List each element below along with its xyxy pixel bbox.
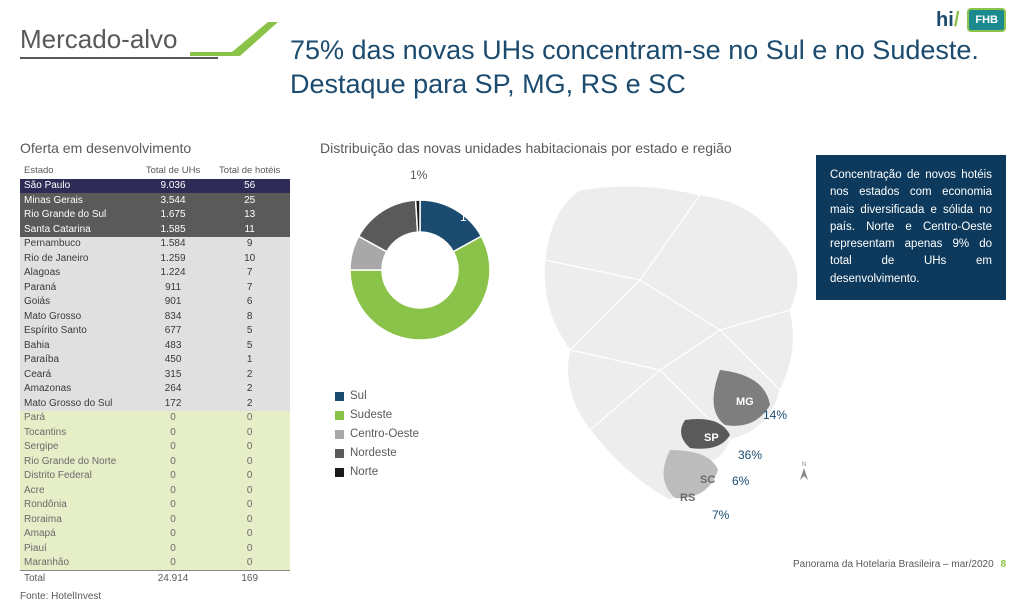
swoosh-decoration: [190, 18, 280, 58]
table-row: Sergipe00: [20, 440, 290, 455]
table-row: Ceará3152: [20, 367, 290, 382]
footer-text: Panorama da Hotelaria Brasileira – mar/2…: [793, 559, 994, 570]
table-row: Amazonas2642: [20, 382, 290, 397]
table-row: Goiás9016: [20, 295, 290, 310]
svg-text:N: N: [802, 462, 806, 468]
table-row: Tocantins00: [20, 425, 290, 440]
compass-icon: N: [794, 458, 814, 482]
insight-callout: Concentração de novos hotéis nos estados…: [816, 155, 1006, 300]
table-row: Minas Gerais3.54425: [20, 193, 290, 208]
table-row: Rio Grande do Norte00: [20, 454, 290, 469]
donut-slice-label: 8%: [326, 252, 343, 266]
map-state-label: MG: [736, 396, 754, 408]
map-pct-label: 14%: [763, 408, 787, 422]
table-row: Pará00: [20, 411, 290, 426]
table-source: Fonte: HotelInvest: [20, 590, 290, 603]
section-label: Mercado-alvo: [20, 24, 218, 59]
table-row: Rio de Janeiro1.25910: [20, 251, 290, 266]
table-row: Paraíba4501: [20, 353, 290, 368]
page-number: 8: [1000, 559, 1006, 570]
table-row: Amapá00: [20, 527, 290, 542]
table-row: São Paulo9.03656: [20, 179, 290, 194]
map-state-label: SC: [700, 474, 715, 486]
brand-logos: hi/ FHB: [936, 8, 1006, 32]
map-pct-label: 7%: [712, 508, 729, 522]
table-row: Distrito Federal00: [20, 469, 290, 484]
donut-legend: Sul Sudeste Centro-Oeste Nordeste Norte: [335, 390, 419, 485]
table-row: Maranhão00: [20, 556, 290, 571]
donut-slice-label: 17%: [460, 210, 484, 224]
donut-slice-label: 58%: [410, 348, 434, 362]
logo-hi: hi/: [936, 9, 959, 32]
donut-chart: 17%58%8%16%1%: [330, 180, 510, 360]
legend-item: Centro-Oeste: [335, 428, 419, 440]
donut-slice-label: 16%: [348, 198, 372, 212]
table-row: Alagoas1.2247: [20, 266, 290, 281]
table-row: Piauí00: [20, 541, 290, 556]
footer: Panorama da Hotelaria Brasileira – mar/2…: [793, 559, 1006, 570]
uhs-table: EstadoTotal de UHsTotal de hotéis São Pa…: [20, 164, 290, 603]
headline: 75% das novas UHs concentram-se no Sul e…: [290, 34, 990, 102]
table-row: Roraima00: [20, 512, 290, 527]
subhead-distribution: Distribuição das novas unidades habitaci…: [320, 140, 732, 156]
table-row: Paraná9117: [20, 280, 290, 295]
legend-item: Sudeste: [335, 409, 419, 421]
legend-item: Norte: [335, 466, 419, 478]
table-row: Espírito Santo6775: [20, 324, 290, 339]
map-pct-label: 36%: [738, 448, 762, 462]
map-pct-label: 6%: [732, 474, 749, 488]
table-row: Rondônia00: [20, 498, 290, 513]
table-row: Mato Grosso8348: [20, 309, 290, 324]
legend-item: Sul: [335, 390, 419, 402]
table-row: Acre00: [20, 483, 290, 498]
table-row: Mato Grosso do Sul1722: [20, 396, 290, 411]
legend-item: Nordeste: [335, 447, 419, 459]
brazil-map: MGSPSCRS14%36%6%7% N: [520, 170, 820, 500]
table-row: Pernambuco1.5849: [20, 237, 290, 252]
logo-fhb: FHB: [967, 8, 1006, 32]
subhead-offer: Oferta em desenvolvimento: [20, 140, 191, 156]
table-row: Rio Grande do Sul1.67513: [20, 208, 290, 223]
map-state-label: SP: [704, 432, 719, 444]
map-state-label: RS: [680, 492, 695, 504]
table-row: Bahia4835: [20, 338, 290, 353]
table-row: Santa Catarina1.58511: [20, 222, 290, 237]
donut-slice-label: 1%: [410, 168, 427, 182]
